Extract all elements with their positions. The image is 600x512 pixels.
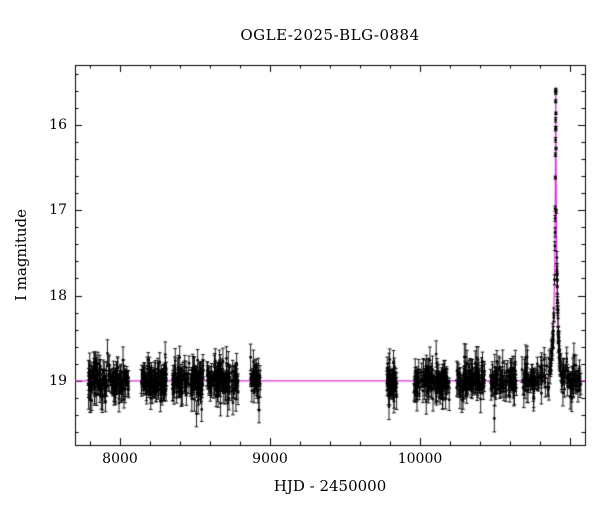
x-tick-label: 10000 bbox=[397, 451, 443, 467]
y-tick-label: 17 bbox=[49, 202, 67, 219]
x-tick-label: 8000 bbox=[102, 451, 138, 467]
y-axis-label: I magnitude bbox=[12, 208, 30, 302]
y-tick-label: 18 bbox=[49, 287, 67, 304]
chart-title: OGLE-2025-BLG-0884 bbox=[240, 26, 420, 44]
y-tick-label: 19 bbox=[49, 372, 67, 389]
x-axis-label: HJD - 2450000 bbox=[273, 477, 387, 495]
x-tick-label: 9000 bbox=[252, 451, 288, 467]
y-tick-label: 16 bbox=[49, 116, 67, 133]
